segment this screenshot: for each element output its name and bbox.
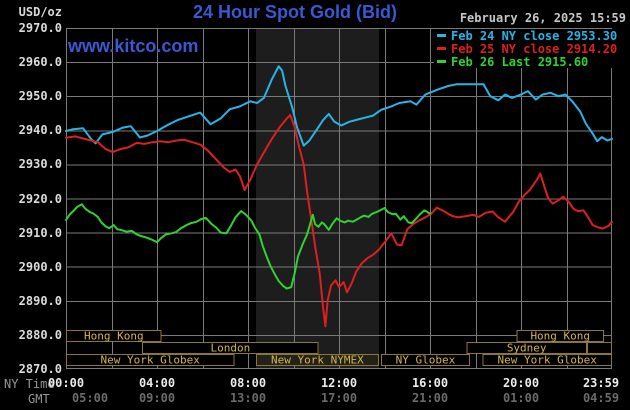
x-tick-gmt-time: 05:00 [71, 391, 109, 405]
legend-item-label: Feb 26 Last 2915.60 [451, 55, 589, 69]
y-axis-units-label: USD/oz [18, 5, 62, 19]
y-tick-label: 2950.0 [18, 89, 62, 104]
x-tick-ny-time: 23:59 [582, 376, 620, 390]
y-tick-label: 2880.0 [18, 327, 62, 342]
session-box [482, 354, 613, 366]
legend-item-feb24: Feb 24 NY close 2953.30 [434, 29, 628, 43]
y-tick-label: 2960.0 [18, 55, 62, 70]
session-box [381, 354, 470, 366]
legend-item-label: Feb 24 NY close 2953.30 [451, 29, 618, 43]
x-axis-gmt-label: GMT [28, 392, 50, 406]
x-tick-ny-time: 20:00 [502, 376, 540, 390]
legend-item-feb25: Feb 25 NY close 2914.20 [434, 42, 628, 56]
plot-border [66, 28, 612, 369]
legend-line-sample-icon [437, 47, 446, 50]
x-tick-ny-time: 00:00 [47, 376, 85, 390]
x-tick-ny-time: 04:00 [138, 376, 176, 390]
x-axis-ny-time-label: NY Time [4, 377, 55, 391]
y-tick-label: 2920.0 [18, 191, 62, 206]
kitco-watermark-link[interactable]: www.kitco.com [68, 36, 199, 56]
legend-line-sample-icon [437, 34, 446, 37]
y-tick-label: 2940.0 [18, 123, 62, 138]
session-label: New York Globex [101, 354, 201, 367]
price-line-feb-24 [65, 65, 613, 147]
chart-datetime: February 26, 2025 15:59 [459, 11, 626, 25]
price-line-feb-25 [65, 114, 613, 328]
session-box [66, 354, 235, 366]
legend-item-label: Feb 25 NY close 2914.20 [451, 42, 618, 56]
session-box [466, 342, 587, 354]
session-box [255, 354, 379, 366]
x-tick-gmt-time: 17:00 [320, 391, 358, 405]
session-label: New York NYMEX [271, 354, 364, 367]
chart-title: 24 Hour Spot Gold (Bid) [193, 2, 397, 22]
x-tick-ny-time: 12:00 [320, 376, 358, 390]
session-label: Sydney [507, 342, 547, 355]
legend: Feb 24 NY close 2953.30 Feb 25 NY close … [434, 29, 628, 69]
legend-item-feb26: Feb 26 Last 2915.60 [434, 55, 628, 69]
session-box [516, 330, 605, 342]
session-label: London [210, 342, 250, 355]
x-tick-gmt-time: 04:59 [582, 391, 620, 405]
x-tick-gmt-time: 09:00 [138, 391, 176, 405]
y-tick-label: 2890.0 [18, 293, 62, 308]
x-tick-gmt-time: 01:00 [502, 391, 540, 405]
y-tick-label: 2930.0 [18, 157, 62, 172]
x-tick-gmt-time: 13:00 [229, 391, 267, 405]
session-label: Hong Kong [84, 330, 144, 343]
session-box [66, 330, 162, 342]
session-box [142, 342, 319, 354]
x-tick-gmt-time: 21:00 [411, 391, 449, 405]
y-tick-label: 2870.0 [18, 362, 62, 376]
y-tick-label: 2970.0 [18, 21, 62, 35]
x-tick-ny-time: 16:00 [411, 376, 449, 390]
x-tick-ny-time: 08:00 [229, 376, 267, 390]
y-tick-label: 2910.0 [18, 225, 62, 240]
session-box [586, 342, 612, 354]
session-label: NY Globex [396, 354, 456, 367]
legend-line-sample-icon [437, 60, 446, 63]
session-label: Hong Kong [530, 330, 590, 343]
y-tick-label: 2900.0 [18, 259, 62, 274]
session-label: New York Globex [497, 354, 597, 367]
price-line-feb-26 [65, 203, 431, 290]
